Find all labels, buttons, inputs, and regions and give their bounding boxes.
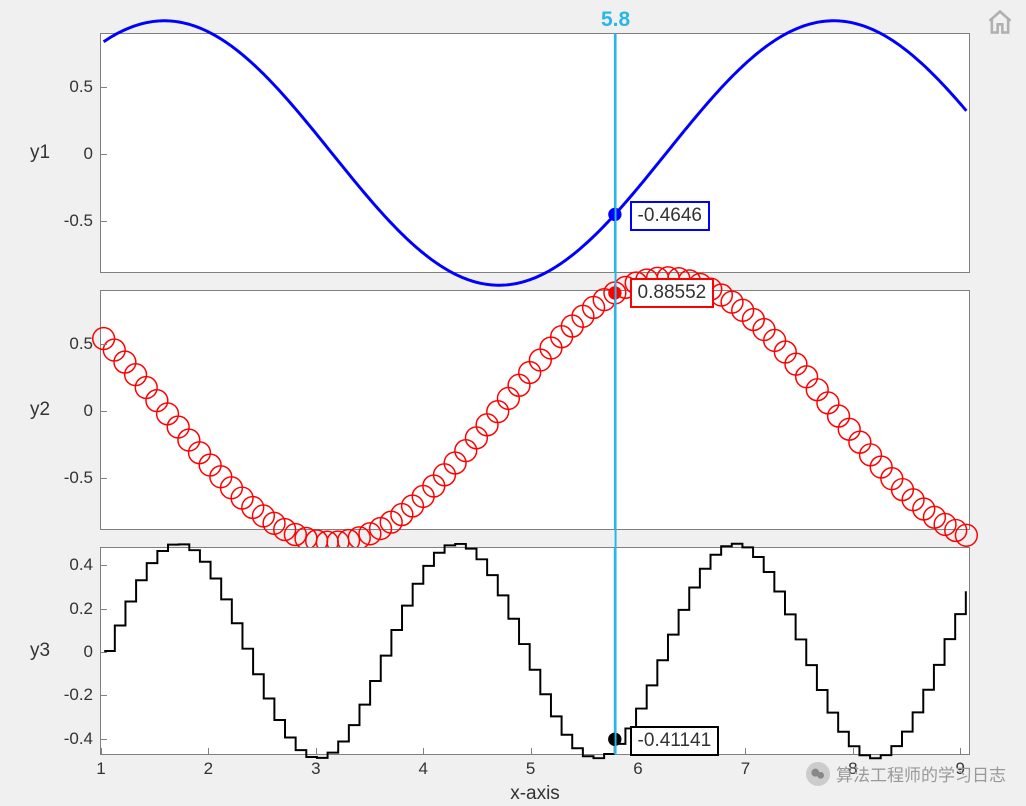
xtick-label: 1 <box>96 759 105 779</box>
subplot-y1: -0.500.5 <box>100 33 970 273</box>
ytick-label: 0.5 <box>69 77 93 97</box>
xtick-label: 2 <box>204 759 213 779</box>
ytick-label: 0.2 <box>69 599 93 619</box>
datatip-y3[interactable]: -0.41141 <box>630 726 720 756</box>
home-icon[interactable] <box>986 8 1014 36</box>
datatip-marker[interactable] <box>609 733 621 745</box>
ytick-label: 0.4 <box>69 555 93 575</box>
xtick-label: 7 <box>741 759 750 779</box>
xlabel: x-axis <box>510 783 560 805</box>
ytick-label: -0.4 <box>64 729 93 749</box>
wechat-logo-icon <box>806 762 830 786</box>
datatip-marker[interactable] <box>609 208 621 220</box>
ytick-label: -0.5 <box>64 468 93 488</box>
datatip-y1[interactable]: -0.4646 <box>630 201 710 231</box>
subplot-y2: -0.500.5 <box>100 290 970 530</box>
ytick-label: 0 <box>84 144 93 164</box>
xtick-label: 5 <box>526 759 535 779</box>
matlab-figure: 5.8 -0.500.5 y1 -0.4646 -0.500.5 y2 0.88… <box>0 0 1026 806</box>
ytick-label: 0 <box>84 642 93 662</box>
ytick-label: -0.5 <box>64 211 93 231</box>
ytick-label: 0.5 <box>69 334 93 354</box>
ylabel-y2: y2 <box>30 399 50 421</box>
ytick-label: 0 <box>84 401 93 421</box>
plot-svg-y3 <box>101 548 969 754</box>
crosshair-x-label: 5.8 <box>601 8 630 32</box>
plot-svg-y2 <box>101 291 969 529</box>
datatip-y2[interactable]: 0.88552 <box>630 278 715 308</box>
xtick-label: 6 <box>633 759 642 779</box>
datatip-marker[interactable] <box>609 287 621 299</box>
ylabel-y3: y3 <box>30 640 50 662</box>
plot-svg-y1 <box>101 34 969 272</box>
watermark: 算法工程师的学习日志 <box>806 761 1006 786</box>
ytick-label: -0.2 <box>64 685 93 705</box>
watermark-text: 算法工程师的学习日志 <box>836 761 1006 786</box>
ylabel-y1: y1 <box>30 142 50 164</box>
xtick-label: 3 <box>311 759 320 779</box>
subplot-y3: -0.4-0.200.20.4123456789 <box>100 547 970 755</box>
xtick-label: 4 <box>418 759 427 779</box>
